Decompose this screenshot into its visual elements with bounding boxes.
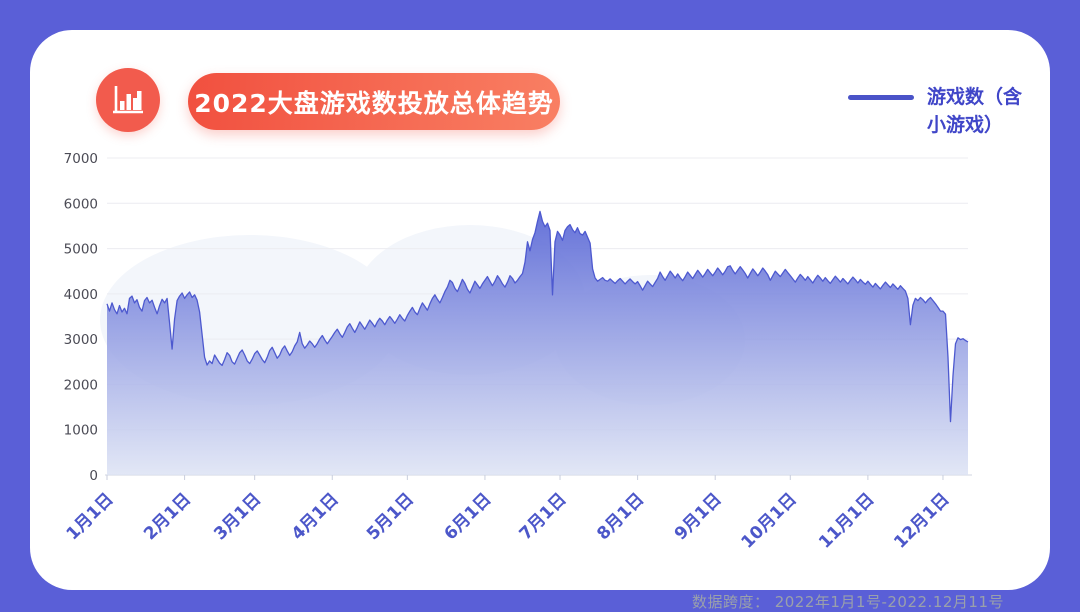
svg-text:7月1日: 7月1日	[516, 489, 571, 544]
y-axis-tick-label: 1000	[64, 423, 98, 439]
page-title: 2022大盘游戏数投放总体趋势	[194, 88, 554, 118]
x-axis-tick-label: 4月1日	[288, 489, 343, 544]
svg-text:12月1日: 12月1日	[890, 489, 953, 552]
svg-text:6月1日: 6月1日	[441, 489, 496, 544]
x-axis-tick-label: 3月1日	[210, 489, 265, 544]
x-axis-tick-label: 6月1日	[441, 489, 496, 544]
svg-text:10月1日: 10月1日	[738, 489, 801, 552]
x-axis-tick-label: 10月1日	[738, 489, 801, 552]
x-axis-tick-label: 8月1日	[593, 489, 648, 544]
svg-text:5月1日: 5月1日	[363, 489, 418, 544]
svg-text:1月1日: 1月1日	[63, 489, 118, 544]
y-axis-tick-label: 6000	[64, 196, 98, 212]
legend-line-swatch	[848, 95, 914, 100]
y-axis-tick-label: 7000	[64, 151, 98, 167]
legend-label-line1: 游戏数（含	[927, 86, 1023, 108]
data-span-note: 数据跨度： 2022年1月1号-2022.12月11号	[691, 593, 1004, 611]
y-axis-tick-label: 5000	[64, 242, 98, 258]
y-axis-tick-label: 0	[89, 468, 98, 484]
bar-chart-glyph	[113, 86, 143, 114]
bar-chart-icon	[96, 68, 160, 132]
y-axis-tick-label: 4000	[64, 287, 98, 303]
x-axis-tick-label: 12月1日	[890, 489, 953, 552]
y-axis-tick-label: 2000	[64, 377, 98, 393]
svg-text:4月1日: 4月1日	[288, 489, 343, 544]
x-axis-tick-label: 2月1日	[140, 489, 195, 544]
x-axis-tick-label: 11月1日	[815, 489, 878, 552]
series-line-game-count	[106, 210, 969, 423]
svg-text:11月1日: 11月1日	[815, 489, 878, 552]
series-area-game-count	[107, 211, 968, 475]
svg-text:9月1日: 9月1日	[671, 489, 726, 544]
legend-item-game-count[interactable]: 游戏数（含 小游戏）	[848, 84, 1022, 139]
page-title-pill: 2022大盘游戏数投放总体趋势	[188, 73, 560, 130]
x-axis-tick-label: 7月1日	[516, 489, 571, 544]
x-axis-tick-label: 1月1日	[63, 489, 118, 544]
svg-text:8月1日: 8月1日	[593, 489, 648, 544]
x-axis-tick-label: 5月1日	[363, 489, 418, 544]
svg-text:3月1日: 3月1日	[210, 489, 265, 544]
legend-label: 游戏数（含 小游戏）	[927, 84, 1022, 139]
x-axis-tick-label: 9月1日	[671, 489, 726, 544]
legend-label-line2: 小游戏）	[927, 113, 1004, 136]
y-axis-tick-label: 3000	[64, 332, 98, 348]
svg-text:2月1日: 2月1日	[140, 489, 195, 544]
